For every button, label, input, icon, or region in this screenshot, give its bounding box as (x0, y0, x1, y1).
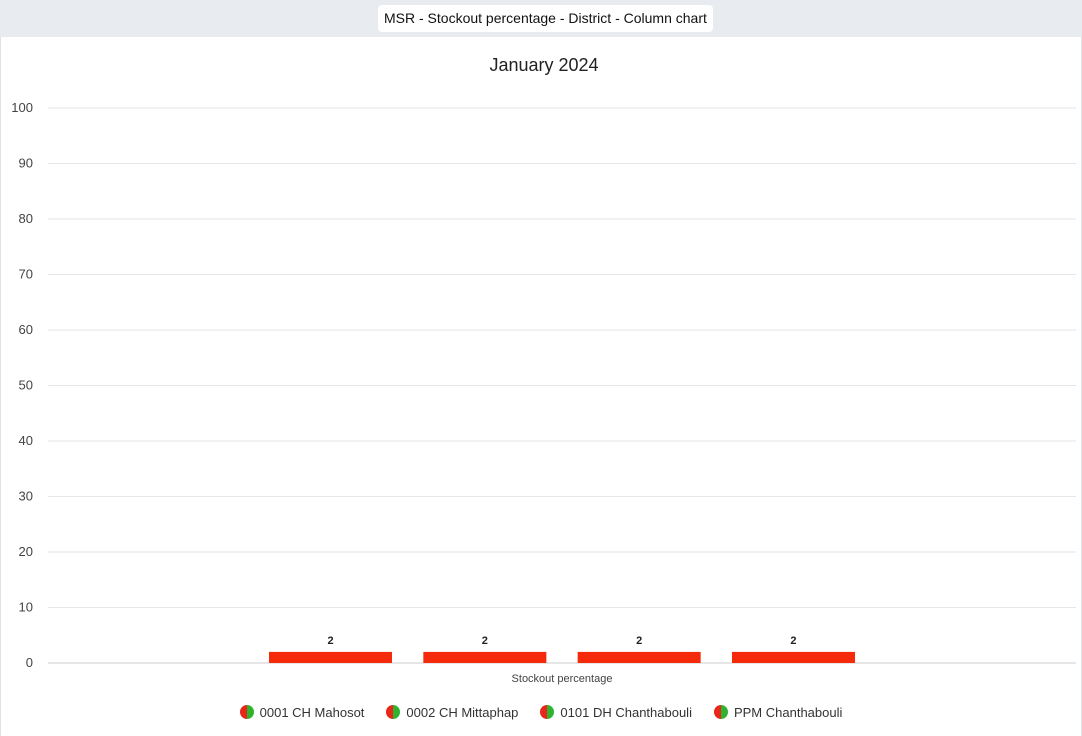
chart-header-bar: MSR - Stockout percentage - District - C… (0, 0, 1082, 37)
bar[interactable] (577, 651, 701, 663)
y-tick-label: 60 (19, 322, 33, 337)
bar[interactable] (269, 651, 393, 663)
legend-swatch-icon (386, 705, 401, 719)
x-axis-label: Stockout percentage (512, 673, 613, 685)
y-tick-label: 80 (19, 211, 33, 226)
legend-label: 0001 CH Mahosot (259, 704, 365, 720)
bar[interactable] (731, 651, 855, 663)
y-tick-label: 50 (19, 378, 33, 393)
chart-name-label: MSR - Stockout percentage - District - C… (378, 5, 713, 32)
column-chart: January 2024 0 10 20 30 40 50 60 70 80 90 100 2 2 2 2 St… (11, 55, 1076, 685)
legend-item-ppm-chanthabouli[interactable]: PPM Chanthabouli (713, 704, 843, 720)
y-tick-label: 100 (11, 100, 33, 115)
legend-item-0002-ch-mittaphap[interactable]: 0002 CH Mittaphap (386, 705, 518, 720)
legend-swatch-icon (713, 705, 728, 719)
data-label: 2 (482, 635, 488, 647)
legend-item-0101-dh-chanthabouli[interactable]: 0101 DH Chanthabouli (540, 705, 692, 720)
legend-swatch-icon (540, 705, 555, 719)
data-label: 2 (636, 635, 642, 647)
legend-label: 0101 DH Chanthabouli (560, 704, 692, 720)
legend-label: 0002 CH Mittaphap (406, 704, 519, 720)
y-tick-label: 70 (19, 267, 33, 282)
chart-title: January 2024 (489, 55, 598, 75)
legend-item-0001-ch-mahosot[interactable]: 0001 CH Mahosot (239, 704, 365, 720)
chart-legend: 0001 CH Mahosot 0002 CH Mittaphap 0101 D… (0, 703, 1082, 721)
panel-left-border (0, 37, 1, 736)
y-tick-label: 0 (26, 655, 33, 670)
y-tick-label: 30 (19, 489, 33, 504)
legend-label: PPM Chanthabouli (733, 704, 843, 720)
y-tick-label: 10 (19, 600, 33, 615)
y-tick-label: 20 (19, 544, 33, 559)
legend-swatch-icon (239, 705, 254, 719)
y-tick-label: 40 (19, 433, 33, 448)
bar[interactable] (423, 651, 547, 663)
data-label: 2 (790, 635, 796, 647)
y-tick-label: 90 (19, 156, 33, 171)
data-label: 2 (327, 635, 333, 647)
